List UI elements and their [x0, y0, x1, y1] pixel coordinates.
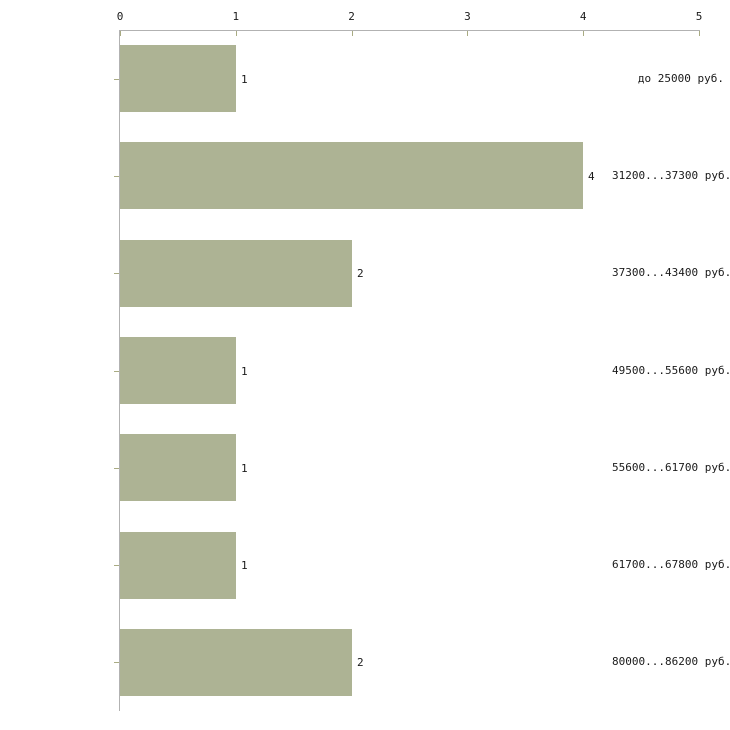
x-tick-label: 4	[579, 10, 587, 23]
y-tick-mark	[114, 662, 119, 663]
category-label: 55600...61700 руб.	[612, 461, 730, 474]
bar-value-label: 1	[241, 365, 248, 378]
x-tick-label: 1	[232, 10, 240, 23]
bar-value-label: 1	[241, 559, 248, 572]
bar[interactable]	[120, 532, 236, 599]
category-label: 31200...37300 руб.	[612, 169, 730, 182]
x-tick-mark	[235, 31, 237, 36]
x-tick-mark	[699, 31, 700, 36]
y-tick-mark	[114, 176, 119, 177]
bar[interactable]	[120, 434, 236, 501]
x-tick-mark	[351, 31, 353, 36]
bar-value-label: 1	[241, 462, 248, 475]
bar-value-label: 2	[357, 656, 364, 669]
x-tick-label: 0	[116, 10, 124, 23]
category-label: 61700...67800 руб.	[612, 558, 730, 571]
y-tick-mark	[114, 79, 119, 80]
category-label: 37300...43400 руб.	[612, 266, 730, 279]
y-tick-mark	[114, 273, 119, 274]
x-tick-mark	[120, 31, 121, 36]
y-tick-mark	[114, 371, 119, 372]
bar-value-label: 2	[357, 267, 364, 280]
x-axis-line	[120, 30, 700, 31]
bar[interactable]	[120, 240, 352, 307]
bar[interactable]	[120, 337, 236, 404]
category-label: до 25000 руб.	[637, 72, 724, 85]
y-axis-line	[119, 30, 120, 711]
x-tick-mark	[467, 31, 469, 36]
category-label: 49500...55600 руб.	[612, 364, 730, 377]
y-tick-mark	[114, 565, 119, 566]
category-label: 80000...86200 руб.	[612, 655, 730, 668]
bar[interactable]	[120, 629, 352, 696]
bar[interactable]	[120, 142, 583, 209]
bar-value-label: 1	[241, 73, 248, 86]
bar[interactable]	[120, 45, 236, 112]
x-tick-label: 3	[464, 10, 471, 23]
y-tick-mark	[114, 468, 119, 469]
x-tick-label: 2	[348, 10, 355, 23]
x-tick-label: 5	[695, 10, 703, 23]
x-tick-mark	[583, 31, 585, 36]
bar-value-label: 4	[588, 170, 595, 183]
